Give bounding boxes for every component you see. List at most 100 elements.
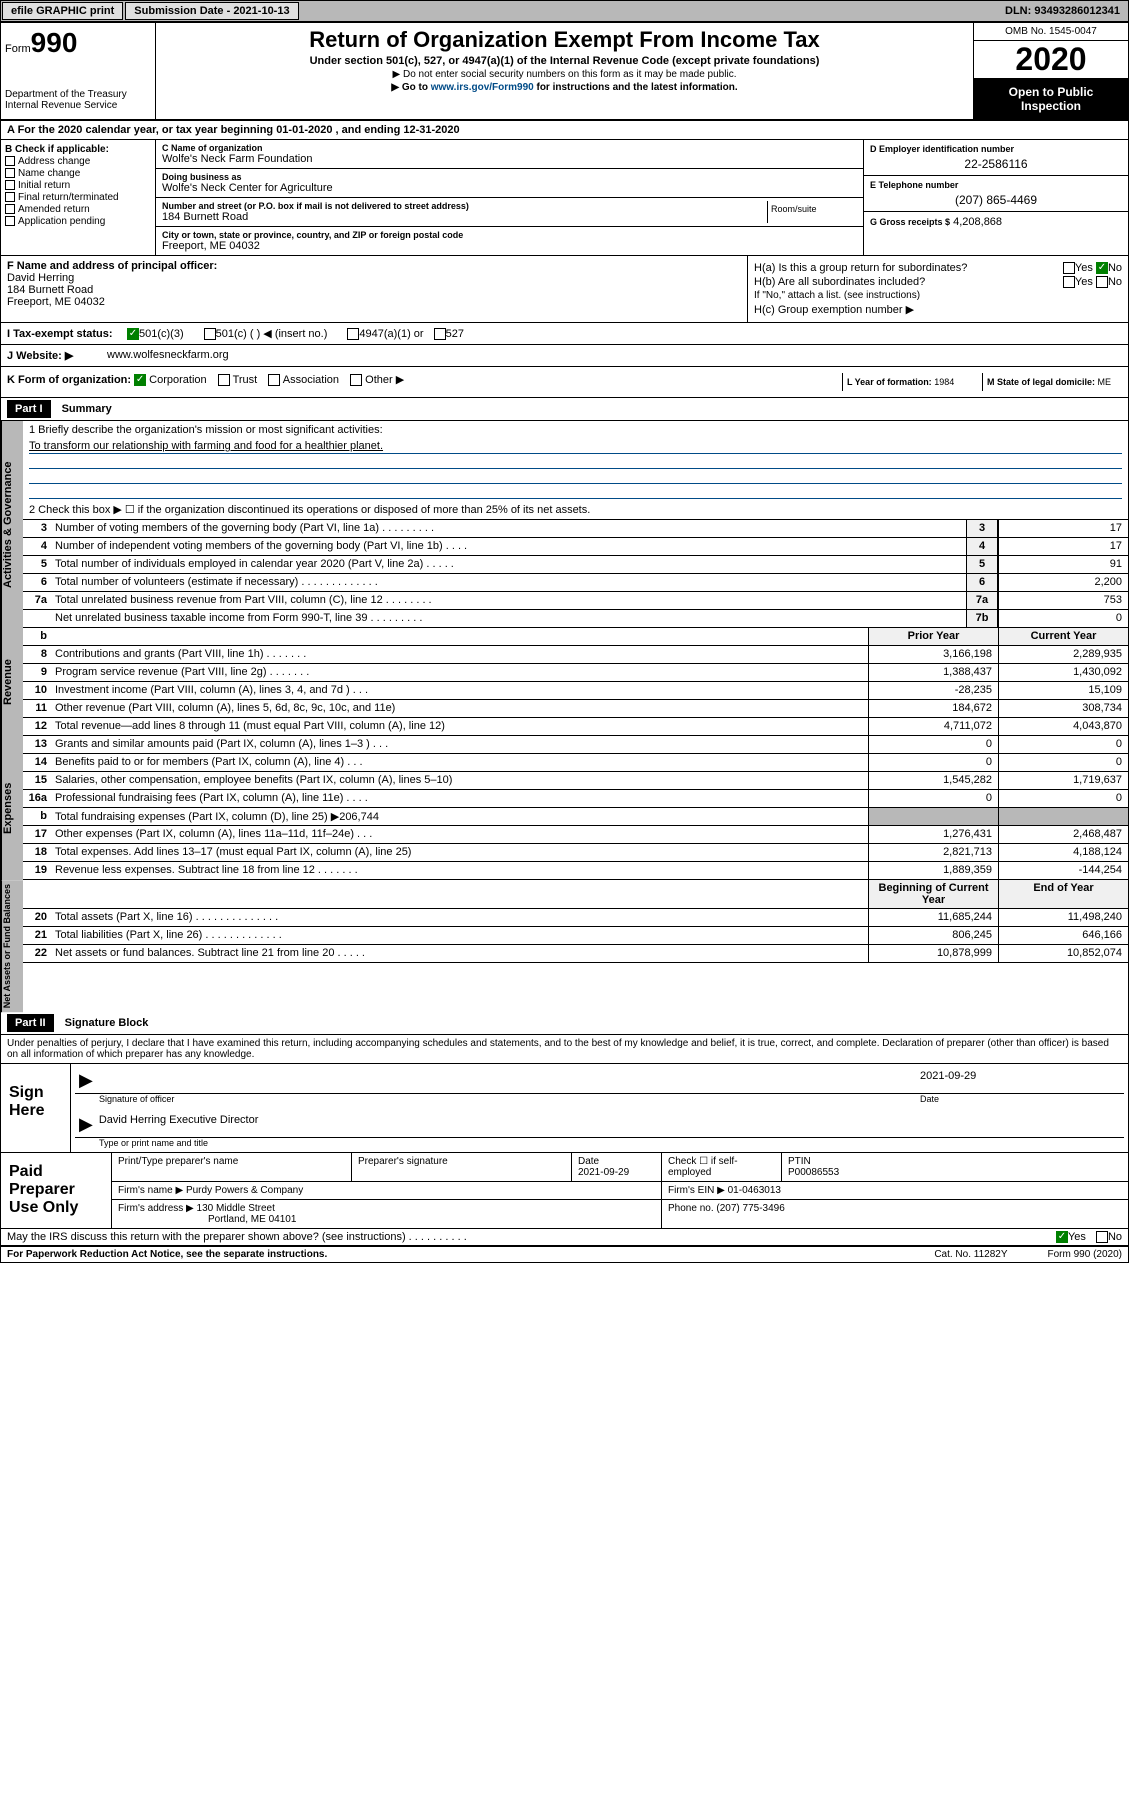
cat-no: Cat. No. 11282Y [934,1249,1007,1260]
col-beginning: Beginning of Current Year [868,880,998,908]
k-label: K Form of organization: [7,374,131,386]
ha-yes[interactable] [1063,262,1075,274]
inspection-badge: Open to Public Inspection [974,79,1128,119]
checkbox-address[interactable] [5,156,15,166]
dba-name: Wolfe's Neck Center for Agriculture [162,182,857,194]
col-prior: Prior Year [868,628,998,645]
sig-arrow2-icon: ▶ [79,1114,93,1135]
ptin-val: P00086553 [788,1167,1122,1178]
form-title: Return of Organization Exempt From Incom… [160,27,969,53]
officer-typed: David Herring Executive Director [99,1114,259,1135]
checkbox-pending[interactable] [5,216,15,226]
efile-button[interactable]: efile GRAPHIC print [2,2,123,20]
line1-label: 1 Briefly describe the organization's mi… [23,421,1128,439]
header-bar: efile GRAPHIC print Submission Date - 20… [0,0,1129,22]
table-row: 11 Other revenue (Part VIII, column (A),… [23,700,1128,718]
hb-no[interactable] [1096,276,1108,288]
gross-val: 4,208,868 [953,216,1002,228]
mission-text: To transform our relationship with farmi… [29,440,1122,454]
hb-label: H(b) Are all subordinates included? [754,276,925,288]
phone-label: E Telephone number [870,180,1122,190]
4947-check[interactable] [347,328,359,340]
discuss-text: May the IRS discuss this return with the… [7,1231,1056,1243]
hb-note: If "No," attach a list. (see instruction… [754,290,920,301]
dba-label: Doing business as [162,172,857,182]
tax-year: 2020 [974,41,1128,79]
form-ref: Form 990 (2020) [1048,1249,1122,1260]
firm-addr: 130 Middle Street [197,1203,275,1214]
part2-header: Part II Signature Block [1,1012,1128,1035]
form-note1: ▶ Do not enter social security numbers o… [160,69,969,80]
c-column: C Name of organization Wolfe's Neck Farm… [156,140,863,255]
checkbox-name[interactable] [5,168,15,178]
d-column: D Employer identification number 22-2586… [863,140,1128,255]
side-revenue: Revenue [1,628,23,736]
sig-date: 2021-09-29 [920,1070,1120,1091]
table-row: 13 Grants and similar amounts paid (Part… [23,736,1128,754]
table-row: 7a Total unrelated business revenue from… [23,592,1128,610]
checkbox-final[interactable] [5,192,15,202]
table-row: 14 Benefits paid to or for members (Part… [23,754,1128,772]
addr-val: 184 Burnett Road [162,211,767,223]
b-header: B Check if applicable: [5,144,151,155]
501c3-checked[interactable]: ✓ [127,328,139,340]
k-row: K Form of organization: ✓ Corporation Tr… [1,367,1128,398]
side-governance: Activities & Governance [1,421,23,628]
sig-arrow-icon: ▶ [79,1070,93,1091]
table-row: 16a Professional fundraising fees (Part … [23,790,1128,808]
year-formation: 1984 [934,377,954,387]
ein-val: 22-2586116 [870,157,1122,171]
irs-link[interactable]: www.irs.gov/Form990 [431,82,534,93]
other-check[interactable] [350,374,362,386]
table-row: 19 Revenue less expenses. Subtract line … [23,862,1128,880]
f-label: F Name and address of principal officer: [7,260,741,272]
501c-check[interactable] [204,328,216,340]
signature-section: Sign Here ▶ 2021-09-29 Signature of offi… [1,1064,1128,1153]
discuss-yes-checked[interactable]: ✓ [1056,1231,1068,1243]
org-name-label: C Name of organization [162,143,857,153]
dln-text: DLN: 93493286012341 [997,3,1128,19]
addr-label: Number and street (or P.O. box if mail i… [162,201,767,211]
city-label: City or town, state or province, country… [162,230,857,240]
firm-phone: (207) 775-3496 [716,1203,784,1214]
firm-name: Purdy Powers & Company [186,1185,303,1196]
room-label: Room/suite [767,201,857,223]
sign-here-label: Sign Here [1,1064,71,1152]
i-row: I Tax-exempt status: ✓ 501(c)(3) 501(c) … [1,322,1128,345]
col-end: End of Year [998,880,1128,908]
org-name: Wolfe's Neck Farm Foundation [162,153,857,165]
prep-sig-header: Preparer's signature [352,1153,572,1181]
table-row: 21 Total liabilities (Part X, line 26) .… [23,927,1128,945]
table-row: b Total fundraising expenses (Part IX, c… [23,808,1128,826]
trust-check[interactable] [218,374,230,386]
officer-addr2: Freeport, ME 04032 [7,296,741,308]
prep-name-header: Print/Type preparer's name [112,1153,352,1181]
table-row: 9 Program service revenue (Part VIII, li… [23,664,1128,682]
ha-label: H(a) Is this a group return for subordin… [754,262,967,274]
submission-date-button[interactable]: Submission Date - 2021-10-13 [125,2,298,20]
side-net: Net Assets or Fund Balances [1,880,23,1012]
gross-label: G Gross receipts $ [870,217,950,227]
form-note2: ▶ Go to www.irs.gov/Form990 for instruct… [160,82,969,93]
table-row: 3 Number of voting members of the govern… [23,520,1128,538]
table-row: 8 Contributions and grants (Part VIII, l… [23,646,1128,664]
jurat-text: Under penalties of perjury, I declare th… [1,1035,1128,1064]
preparer-section: Paid Preparer Use Only Print/Type prepar… [1,1153,1128,1229]
table-row: 5 Total number of individuals employed i… [23,556,1128,574]
table-row: 18 Total expenses. Add lines 13–17 (must… [23,844,1128,862]
checkbox-amended[interactable] [5,204,15,214]
discuss-no[interactable] [1096,1231,1108,1243]
hb-yes[interactable] [1063,276,1075,288]
corp-checked[interactable]: ✓ [134,374,146,386]
line2-text: 2 Check this box ▶ ☐ if the organization… [23,500,1128,520]
dept-text: Department of the Treasury Internal Reve… [5,89,151,111]
527-check[interactable] [434,328,446,340]
table-row: Net unrelated business taxable income fr… [23,610,1128,628]
assoc-check[interactable] [268,374,280,386]
col-current: Current Year [998,628,1128,645]
form-number: 990 [31,27,78,58]
checkbox-initial[interactable] [5,180,15,190]
ha-no-checked[interactable]: ✓ [1096,262,1108,274]
table-row: 4 Number of independent voting members o… [23,538,1128,556]
state-domicile: ME [1098,377,1112,387]
